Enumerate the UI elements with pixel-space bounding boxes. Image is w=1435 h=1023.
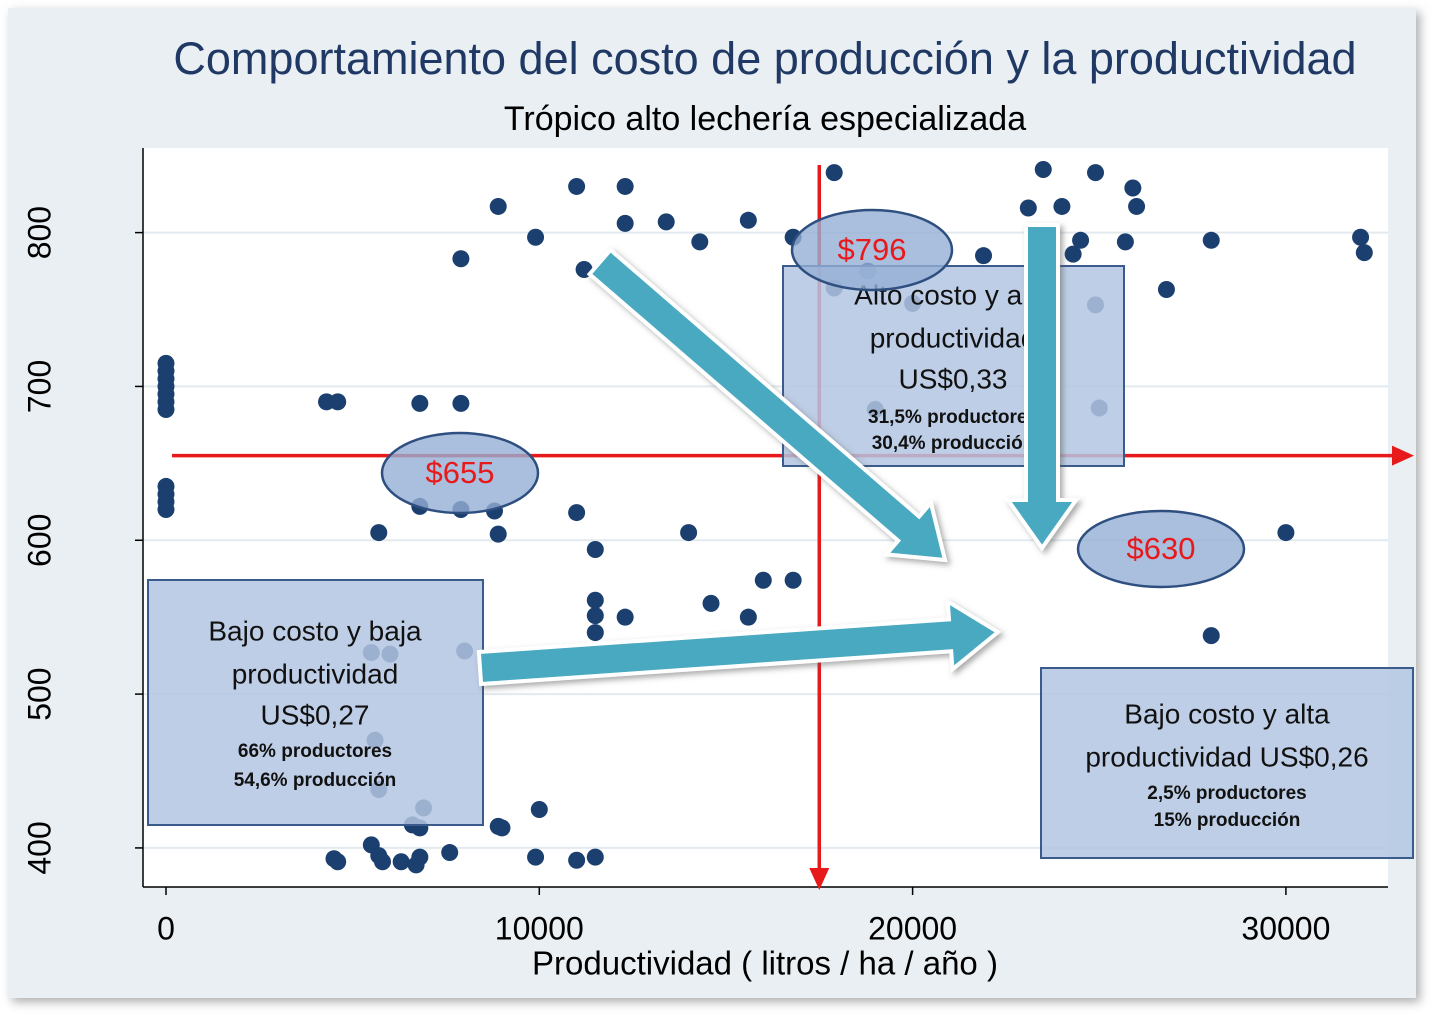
point [1355,244,1373,262]
arrow [586,247,948,563]
point [586,848,604,866]
point [680,524,698,542]
point [586,591,604,609]
point [1202,627,1220,645]
point [739,211,757,229]
point [616,177,634,195]
point [452,250,470,268]
cost-label: $796 [838,232,907,267]
point [441,844,459,862]
point [1072,231,1090,249]
point [586,624,604,642]
point [411,394,429,412]
x-tick-label: 0 [157,910,175,946]
point [1034,161,1052,179]
chart-title: Comportamiento del costo de producción y… [173,33,1356,84]
point [1019,199,1037,217]
box-text: 31,5% productores [868,407,1038,428]
box-text: productividad [870,322,1037,353]
box-text: US$0,27 [261,699,370,730]
annotation-box [147,579,484,826]
point [691,233,709,251]
point [1157,281,1175,299]
point [392,853,410,871]
cost-ellipse [1076,509,1246,589]
cost-ellipse [790,208,954,292]
point [616,214,634,232]
point [1116,233,1134,251]
arrow [1004,223,1080,552]
point [157,501,175,519]
arrow [476,597,1002,687]
point [489,197,507,215]
point [568,504,586,522]
box-text: 66% productores [238,741,392,762]
box-text: 2,5% productores [1147,783,1306,804]
point [616,608,634,626]
box-text: US$0,33 [899,363,1008,394]
reference-arrowhead [1392,445,1414,466]
box-text: Bajo costo y baja [208,615,422,646]
point [329,393,347,411]
annotation-box [782,265,1125,467]
box-text: 54,6% producción [234,770,397,791]
x-tick-label: 20000 [868,910,957,946]
point [586,607,604,625]
point [1202,231,1220,249]
annotation-box [1040,667,1414,859]
point [784,571,802,589]
point [825,164,843,182]
box-text: 15% producción [1154,810,1301,831]
box-text: productividad [232,658,399,689]
reference-arrowhead [809,868,830,890]
point [1128,197,1146,215]
point [527,848,545,866]
point [702,594,720,612]
cost-label: $655 [426,455,495,490]
point [370,524,388,542]
point [527,228,545,246]
y-tick-label: 800 [21,206,57,259]
point [1087,164,1105,182]
x-tick-label: 30000 [1241,910,1330,946]
point [407,856,425,874]
point [586,540,604,558]
box-text: 30,4% producción [872,433,1035,454]
box-text: productividad US$0,26 [1085,741,1368,772]
point [1053,197,1071,215]
point [975,247,993,265]
box-text: Bajo costo y alta [1124,698,1330,729]
point [329,853,347,871]
cost-ellipse [380,431,540,515]
point [1277,524,1295,542]
point [1352,228,1370,246]
point [657,213,675,231]
cost-label: $630 [1127,531,1196,566]
point [739,608,757,626]
point [568,851,586,869]
point [568,177,586,195]
point [374,853,392,871]
y-tick-label: 700 [21,360,57,413]
point [493,819,511,837]
chart-subtitle: Trópico alto lechería especializada [504,100,1026,138]
y-tick-label: 400 [21,821,57,874]
point [452,394,470,412]
x-axis-label: Productividad ( litros / ha / año ) [532,945,998,982]
point [1124,179,1142,197]
point [489,525,507,543]
point [530,800,548,818]
x-tick-label: 10000 [495,910,584,946]
point [754,571,772,589]
point [157,401,175,419]
y-tick-label: 600 [21,514,57,567]
point [1064,245,1082,263]
y-tick-label: 500 [21,667,57,720]
